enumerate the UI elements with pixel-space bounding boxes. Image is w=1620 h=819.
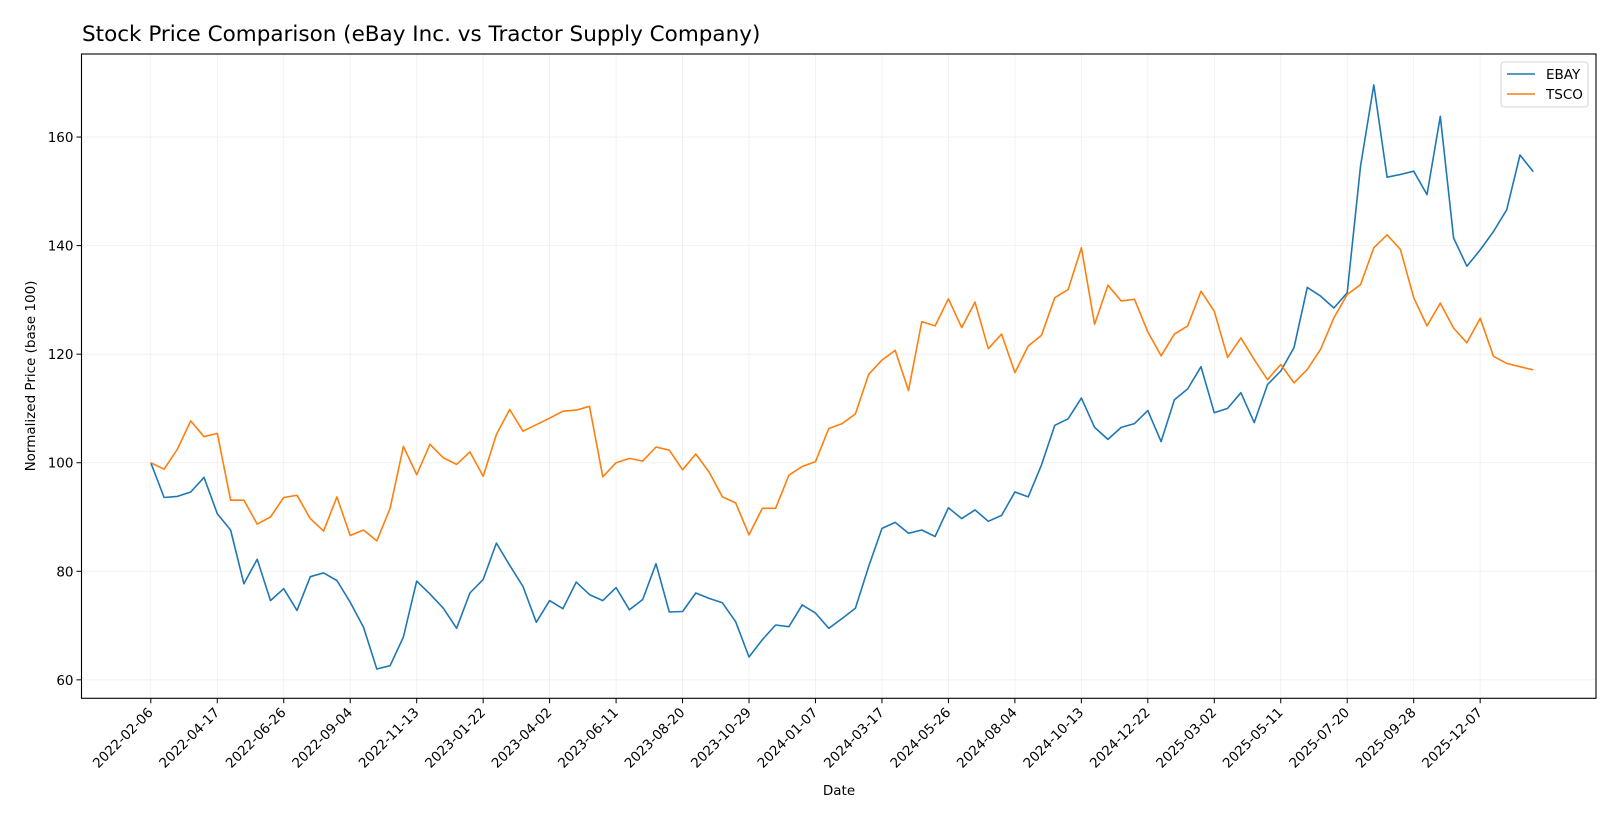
series-lines bbox=[150, 84, 1534, 670]
x-axis-label: Date bbox=[823, 783, 855, 799]
y-tick-label: 160 bbox=[48, 130, 74, 146]
y-tick-label: 140 bbox=[48, 239, 74, 255]
legend: EBAY TSCO bbox=[1500, 61, 1589, 108]
y-tick-label: 60 bbox=[56, 673, 73, 689]
series-line-tsco bbox=[150, 234, 1534, 542]
legend-label-ebay: EBAY bbox=[1546, 67, 1581, 83]
grid-lines bbox=[81, 54, 1596, 699]
legend-label-tsco: TSCO bbox=[1545, 87, 1583, 103]
y-tick-label: 80 bbox=[56, 564, 73, 580]
plot-frame bbox=[80, 53, 1597, 699]
y-axis-label: Normalized Price (base 100) bbox=[23, 281, 39, 472]
chart-title: Stock Price Comparison (eBay Inc. vs Tra… bbox=[82, 22, 760, 47]
series-line-ebay bbox=[150, 84, 1534, 670]
y-tick-label: 100 bbox=[48, 456, 74, 472]
y-tick-label: 120 bbox=[48, 347, 74, 363]
y-axis-ticks: 60 80 100 120 140 160 bbox=[48, 130, 82, 689]
